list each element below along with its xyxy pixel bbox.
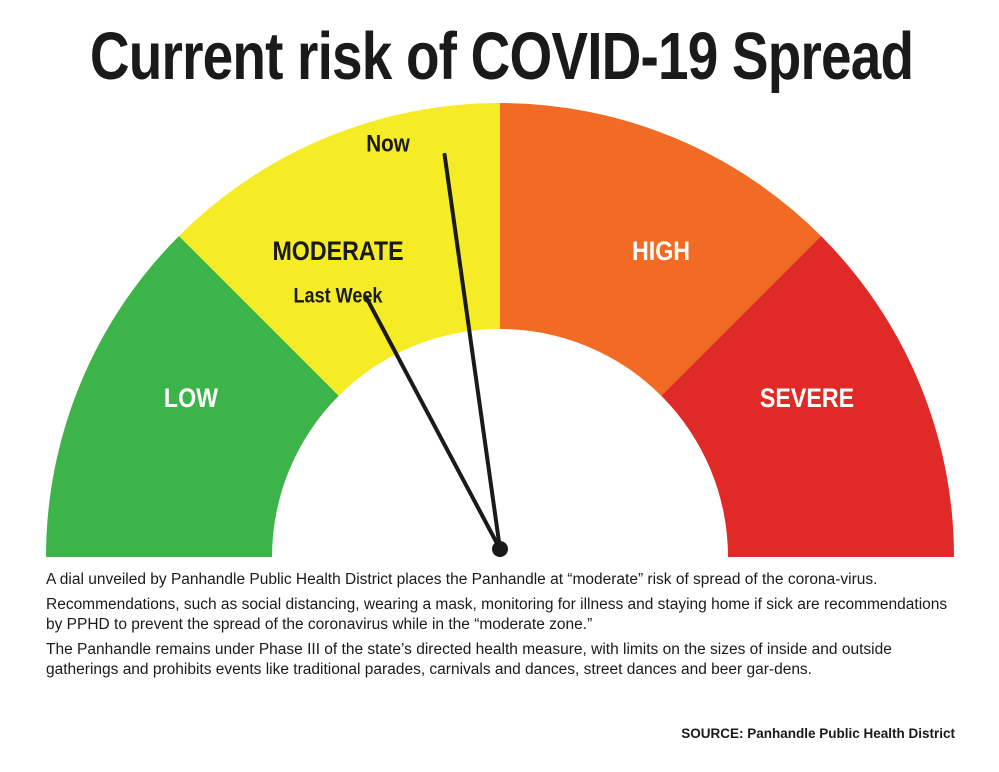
pointer-last-week (364, 295, 502, 551)
pointer-label-last-week: Last Week (294, 284, 383, 308)
gauge-pointers: Now Last Week (294, 130, 502, 551)
pointer-label-now: Now (366, 130, 410, 157)
gauge-segment-high (500, 103, 822, 396)
gauge-segment-moderate (178, 103, 501, 396)
paragraph-2: Recommendations, such as social distanci… (46, 596, 948, 633)
source-credit: SOURCE: Panhandle Public Health District (681, 726, 955, 741)
gauge-segment-severe (661, 235, 954, 558)
segment-label-moderate: MODERATE (272, 237, 403, 267)
gauge-segments (46, 103, 954, 558)
paragraph-3: The Panhandle remains under Phase III of… (46, 641, 892, 678)
risk-gauge: LOW MODERATE HIGH SEVERE Now Last Week (46, 103, 954, 558)
gauge-segment-low (46, 235, 339, 558)
gauge-segment-labels: LOW MODERATE HIGH SEVERE (164, 237, 854, 414)
chart-title: Current risk of COVID-19 Spread (89, 19, 914, 94)
segment-label-low: LOW (164, 384, 218, 414)
paragraph-1: A dial unveiled by Panhandle Public Heal… (46, 571, 878, 588)
segment-label-severe: SEVERE (760, 384, 854, 414)
pointer-now (442, 152, 502, 551)
gauge-hub (492, 541, 508, 557)
article-text: A dial unveiled by Panhandle Public Heal… (46, 570, 958, 685)
segment-label-high: HIGH (632, 237, 690, 267)
